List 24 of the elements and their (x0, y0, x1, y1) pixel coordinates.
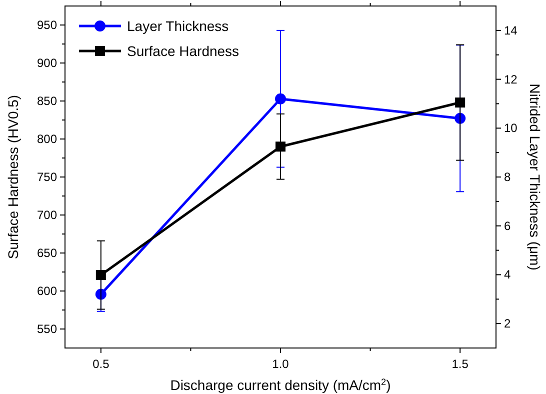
y2-tick-label: 8 (504, 170, 511, 184)
y-tick-label: 650 (36, 246, 58, 260)
y-tick-label: 800 (36, 132, 58, 146)
y2-tick-label: 4 (504, 268, 511, 282)
y-tick-label: 900 (36, 56, 58, 70)
y2-tick-label: 12 (504, 72, 518, 86)
y-tick-label: 700 (36, 208, 58, 222)
x-tick-label: 0.5 (92, 357, 110, 371)
x-axis-title: Discharge current density (mA/cm$^{2}$) (170, 377, 391, 393)
x-tick-label: 1.0 (272, 357, 290, 371)
y2-tick-label: 6 (504, 218, 511, 233)
legend-label: Layer Thickness (127, 18, 229, 34)
y-tick-label: 750 (36, 170, 58, 184)
y-tick-label: 950 (36, 18, 58, 32)
y2-axis-title: Nitrided Layer Thickness (μm) (527, 84, 543, 270)
x-tick-label: 1.5 (452, 357, 469, 371)
y-tick-label: 600 (36, 284, 58, 298)
y2-tick-label: 2 (504, 316, 511, 331)
legend-label: Surface Hardness (127, 43, 240, 59)
y2-tick-label: 10 (504, 121, 518, 136)
y-tick-label: 850 (36, 94, 58, 108)
y-axis-title: Surface Hardness (HV0.5) (5, 94, 21, 260)
y2-tick-label: 14 (504, 23, 518, 38)
y-tick-label: 550 (36, 322, 58, 336)
